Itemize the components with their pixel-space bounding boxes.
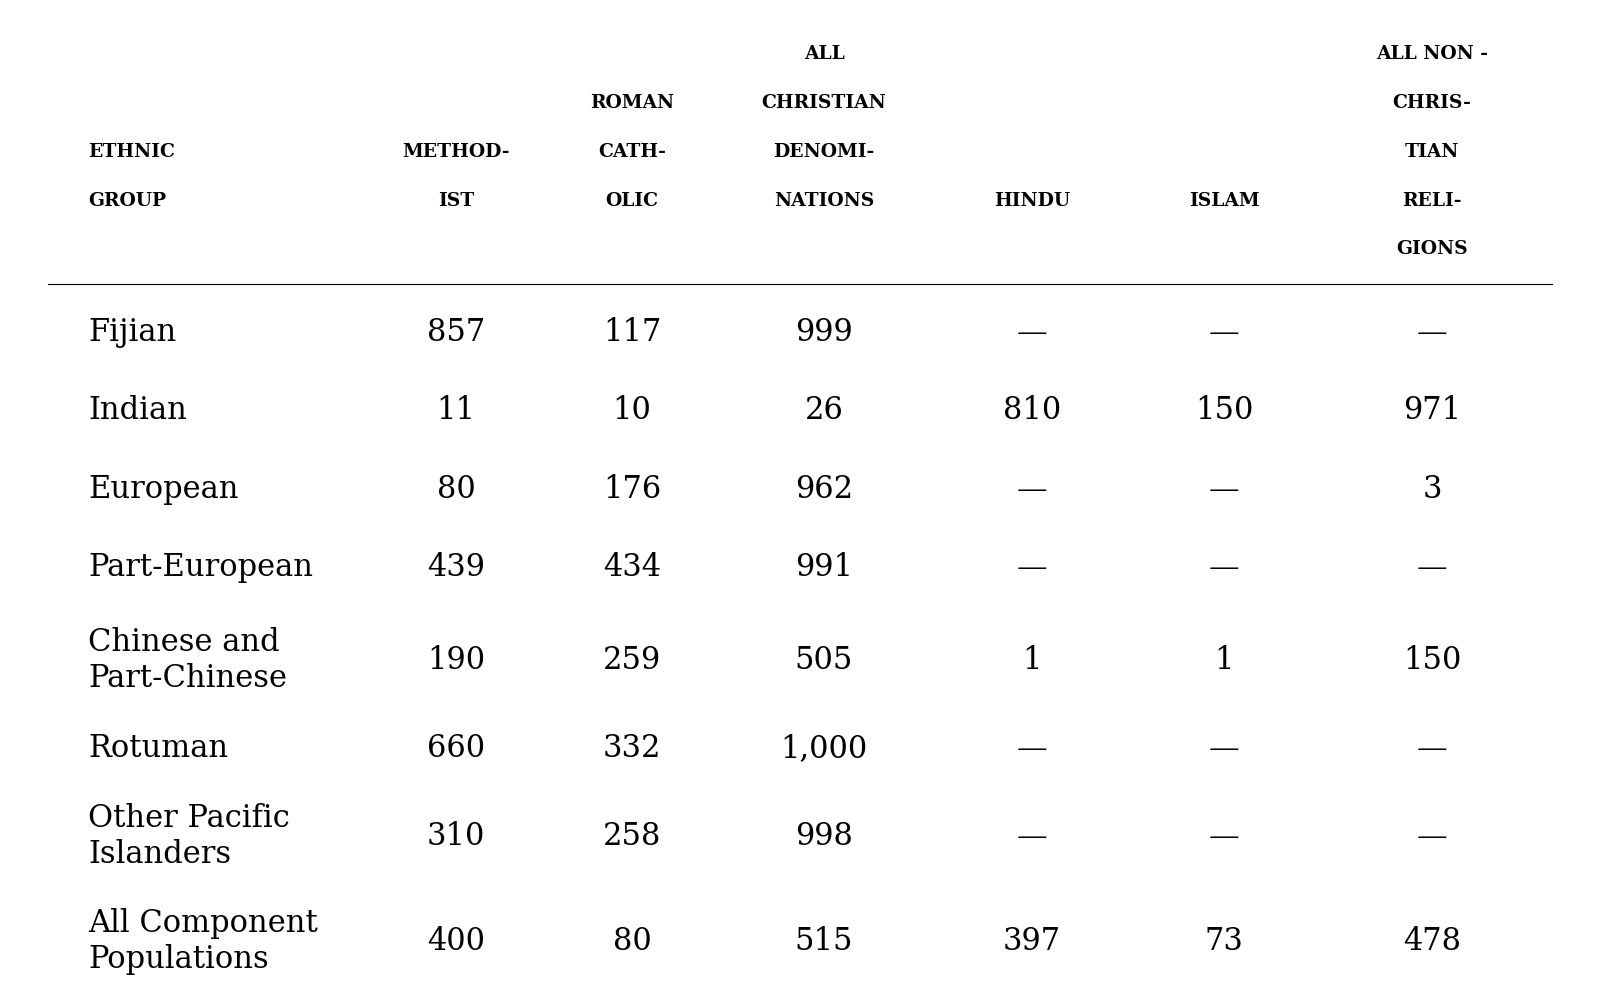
Text: —: — [1016, 318, 1048, 348]
Text: ALL NON -: ALL NON - [1376, 45, 1488, 63]
Text: CHRISTIAN: CHRISTIAN [762, 93, 886, 112]
Text: 1: 1 [1022, 645, 1042, 676]
Text: 971: 971 [1403, 395, 1461, 427]
Text: 999: 999 [795, 318, 853, 348]
Text: 660: 660 [427, 733, 485, 764]
Text: TIAN: TIAN [1405, 143, 1459, 160]
Text: 400: 400 [427, 926, 485, 956]
Text: —: — [1208, 474, 1240, 504]
Text: METHOD-: METHOD- [402, 143, 510, 160]
Text: —: — [1416, 551, 1448, 583]
Text: —: — [1416, 821, 1448, 852]
Text: 259: 259 [603, 645, 661, 676]
Text: 478: 478 [1403, 926, 1461, 956]
Text: 3: 3 [1422, 474, 1442, 504]
Text: 11: 11 [437, 395, 475, 427]
Text: European: European [88, 474, 238, 504]
Text: 310: 310 [427, 821, 485, 852]
Text: —: — [1016, 474, 1048, 504]
Text: GIONS: GIONS [1397, 241, 1467, 259]
Text: 439: 439 [427, 551, 485, 583]
Text: —: — [1208, 821, 1240, 852]
Text: 998: 998 [795, 821, 853, 852]
Text: 176: 176 [603, 474, 661, 504]
Text: 80: 80 [613, 926, 651, 956]
Text: IST: IST [438, 192, 474, 209]
Text: HINDU: HINDU [994, 192, 1070, 209]
Text: 150: 150 [1195, 395, 1253, 427]
Text: —: — [1416, 733, 1448, 764]
Text: OLIC: OLIC [605, 192, 659, 209]
Text: 1: 1 [1214, 645, 1234, 676]
Text: ETHNIC: ETHNIC [88, 143, 174, 160]
Text: 857: 857 [427, 318, 485, 348]
Text: Fijian: Fijian [88, 318, 176, 348]
Text: Other Pacific
Islanders: Other Pacific Islanders [88, 803, 290, 870]
Text: RELI-: RELI- [1402, 192, 1462, 209]
Text: —: — [1016, 733, 1048, 764]
Text: 515: 515 [795, 926, 853, 956]
Text: ALL: ALL [803, 45, 845, 63]
Text: 117: 117 [603, 318, 661, 348]
Text: 150: 150 [1403, 645, 1461, 676]
Text: DENOMI-: DENOMI- [773, 143, 875, 160]
Text: Indian: Indian [88, 395, 187, 427]
Text: 190: 190 [427, 645, 485, 676]
Text: —: — [1016, 551, 1048, 583]
Text: CATH-: CATH- [598, 143, 666, 160]
Text: 10: 10 [613, 395, 651, 427]
Text: All Component
Populations: All Component Populations [88, 907, 318, 974]
Text: —: — [1416, 318, 1448, 348]
Text: 962: 962 [795, 474, 853, 504]
Text: 332: 332 [603, 733, 661, 764]
Text: 434: 434 [603, 551, 661, 583]
Text: 258: 258 [603, 821, 661, 852]
Text: GROUP: GROUP [88, 192, 166, 209]
Text: ROMAN: ROMAN [590, 93, 674, 112]
Text: Rotuman: Rotuman [88, 733, 229, 764]
Text: CHRIS-: CHRIS- [1392, 93, 1472, 112]
Text: 73: 73 [1205, 926, 1243, 956]
Text: 810: 810 [1003, 395, 1061, 427]
Text: —: — [1208, 318, 1240, 348]
Text: 397: 397 [1003, 926, 1061, 956]
Text: —: — [1208, 551, 1240, 583]
Text: 80: 80 [437, 474, 475, 504]
Text: 991: 991 [795, 551, 853, 583]
Text: NATIONS: NATIONS [774, 192, 874, 209]
Text: —: — [1208, 733, 1240, 764]
Text: 505: 505 [795, 645, 853, 676]
Text: 26: 26 [805, 395, 843, 427]
Text: Part-European: Part-European [88, 551, 314, 583]
Text: Chinese and
Part-Chinese: Chinese and Part-Chinese [88, 627, 286, 694]
Text: ISLAM: ISLAM [1189, 192, 1259, 209]
Text: 1,000: 1,000 [781, 733, 867, 764]
Text: —: — [1016, 821, 1048, 852]
